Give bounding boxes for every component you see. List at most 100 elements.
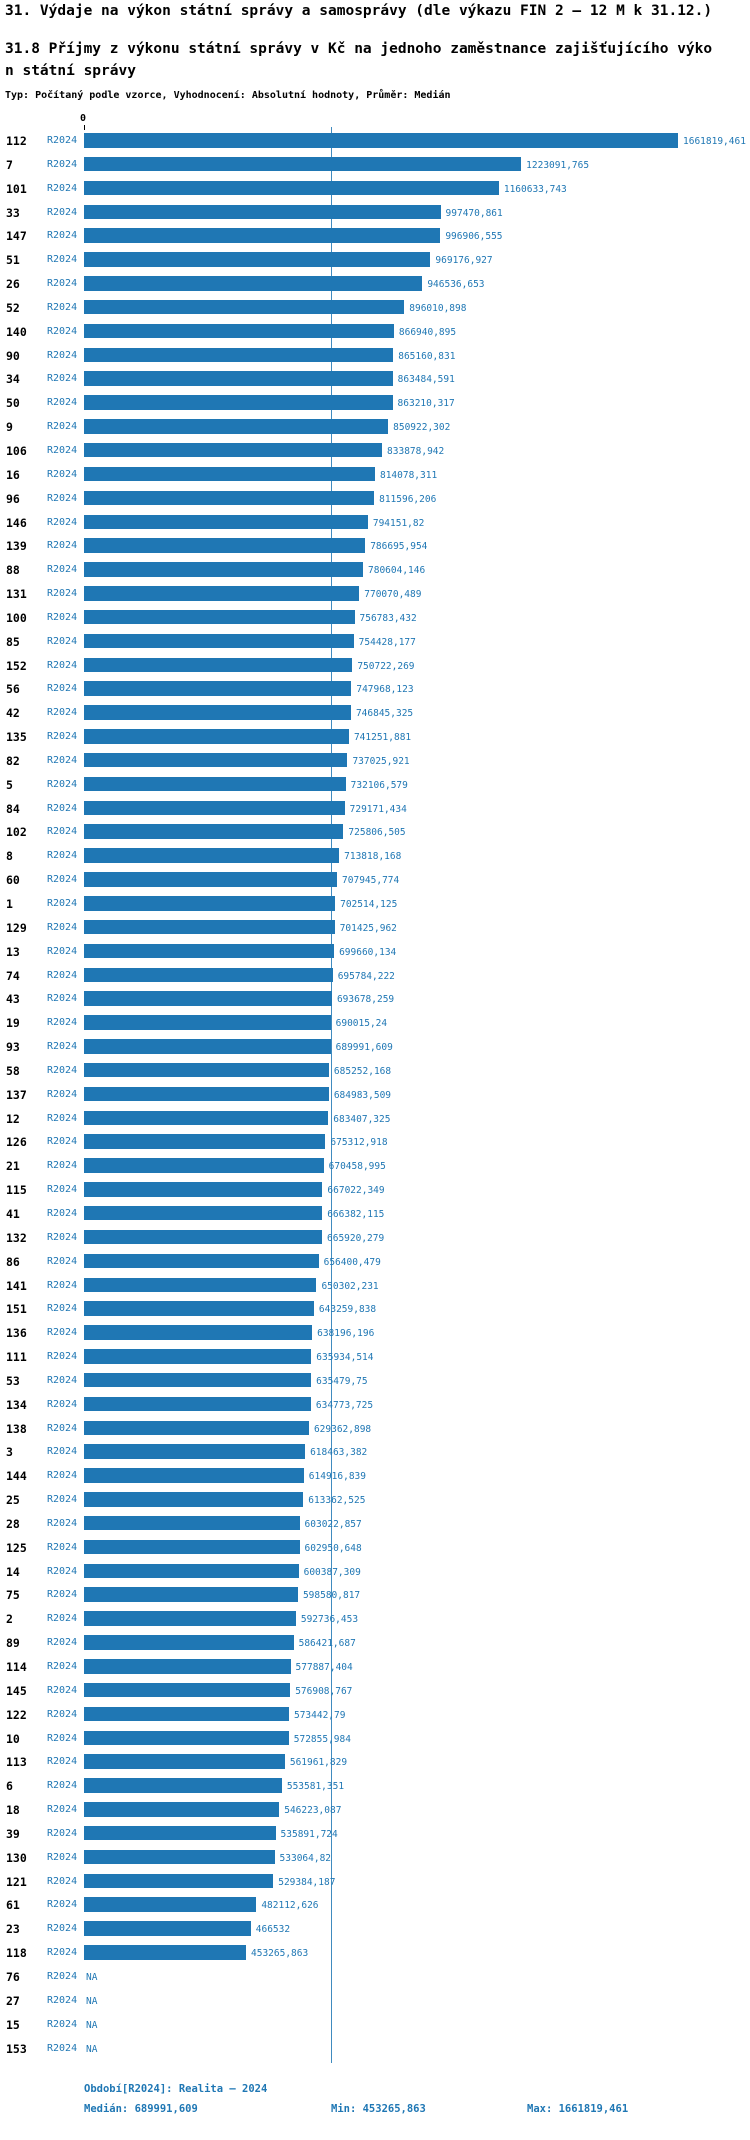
bar[interactable] (84, 705, 351, 720)
row-id-label: 138 (6, 1421, 27, 1436)
bar[interactable] (84, 1277, 317, 1292)
bar[interactable] (84, 1778, 282, 1793)
bar[interactable] (84, 1659, 291, 1674)
bar[interactable] (84, 633, 354, 649)
bar[interactable] (84, 228, 441, 243)
bar[interactable] (84, 419, 389, 434)
row-id-label: 23 (6, 1922, 20, 1937)
chart-row: 25 R2024 613362,525 (0, 1489, 750, 1513)
bar[interactable] (84, 1563, 299, 1579)
bar[interactable] (84, 848, 340, 863)
bar[interactable] (84, 752, 348, 768)
bar[interactable] (84, 943, 335, 959)
bar-value-label: 635479,75 (316, 1375, 368, 1387)
row-id-label: 7 (6, 157, 13, 172)
bar[interactable] (84, 323, 394, 339)
bar[interactable] (84, 1730, 289, 1746)
bar[interactable] (84, 1039, 331, 1054)
bar[interactable] (84, 1420, 309, 1436)
bar[interactable] (84, 1682, 291, 1698)
bar[interactable] (84, 1635, 294, 1650)
bar-value-label: 576908,767 (295, 1685, 353, 1697)
bar[interactable] (84, 609, 355, 625)
bar[interactable] (84, 1825, 276, 1841)
bar[interactable] (84, 1086, 329, 1102)
bar[interactable] (84, 1492, 304, 1507)
row-id-label: 85 (6, 634, 20, 649)
row-id-label: 93 (6, 1040, 20, 1055)
row-id-label: 84 (6, 801, 20, 816)
bar[interactable] (84, 1515, 300, 1531)
row-series-label: R2024 (47, 1303, 78, 1315)
bar[interactable] (84, 1015, 331, 1030)
bar[interactable] (84, 466, 375, 482)
row-series-label: R2024 (47, 778, 78, 790)
bar-value-label: 553581,351 (286, 1781, 345, 1793)
bar[interactable] (84, 1110, 329, 1126)
chart-row: 75 R2024 598580,817 (0, 1584, 750, 1608)
row-id-label: 118 (6, 1946, 27, 1961)
bar[interactable] (84, 1706, 289, 1722)
bar[interactable] (84, 1062, 329, 1078)
bar[interactable] (84, 1396, 311, 1412)
bar[interactable] (84, 1325, 313, 1340)
bar[interactable] (84, 395, 393, 410)
bar[interactable] (84, 1539, 300, 1555)
bar[interactable] (84, 490, 375, 506)
row-id-label: 15 (6, 2017, 20, 2032)
bar[interactable] (84, 800, 345, 816)
bar[interactable] (84, 991, 332, 1006)
bar[interactable] (84, 442, 383, 458)
row-id-label: 131 (6, 587, 27, 602)
row-id-label: 58 (6, 1063, 20, 1078)
bar[interactable] (84, 729, 349, 744)
bar[interactable] (84, 371, 393, 386)
bar[interactable] (84, 1444, 306, 1459)
bar[interactable] (84, 180, 499, 196)
row-id-label: 144 (6, 1469, 27, 1484)
row-id-label: 5 (6, 777, 13, 792)
bar[interactable] (84, 1349, 312, 1364)
bar[interactable] (84, 514, 368, 529)
bar[interactable] (84, 133, 678, 148)
bar[interactable] (84, 1587, 298, 1602)
bar[interactable] (84, 896, 336, 911)
bar[interactable] (84, 1182, 323, 1197)
bar[interactable] (84, 1372, 312, 1388)
bar[interactable] (84, 347, 394, 363)
bar[interactable] (84, 1897, 257, 1912)
chart-row: 14 R2024 600387,309 (0, 1561, 750, 1585)
bar[interactable] (84, 1802, 280, 1817)
bar[interactable] (84, 276, 423, 291)
bar[interactable] (84, 204, 441, 220)
bar[interactable] (84, 1253, 319, 1269)
chart-row: 84 R2024 729171,434 (0, 798, 750, 822)
bar[interactable] (84, 657, 353, 673)
bar[interactable] (84, 1921, 251, 1936)
bar[interactable] (84, 919, 335, 935)
bar[interactable] (84, 824, 344, 839)
bar[interactable] (84, 156, 522, 172)
bar[interactable] (84, 562, 364, 577)
bar[interactable] (84, 1945, 246, 1960)
bar[interactable] (84, 1134, 326, 1149)
bar[interactable] (84, 872, 338, 887)
bar[interactable] (84, 1611, 296, 1626)
bar[interactable] (84, 1754, 285, 1769)
bar[interactable] (84, 299, 405, 315)
bar[interactable] (84, 776, 346, 792)
bar[interactable] (84, 586, 360, 601)
bar[interactable] (84, 538, 366, 553)
bar[interactable] (84, 967, 333, 983)
bar[interactable] (84, 681, 352, 696)
bar[interactable] (84, 1301, 314, 1316)
row-id-label: 145 (6, 1683, 27, 1698)
row-series-label: R2024 (47, 898, 78, 909)
bar[interactable] (84, 1468, 304, 1483)
bar[interactable] (84, 1158, 324, 1173)
bar[interactable] (84, 1849, 275, 1865)
bar[interactable] (84, 1205, 323, 1221)
bar[interactable] (84, 1873, 274, 1889)
bar[interactable] (84, 252, 431, 267)
bar[interactable] (84, 1229, 323, 1245)
